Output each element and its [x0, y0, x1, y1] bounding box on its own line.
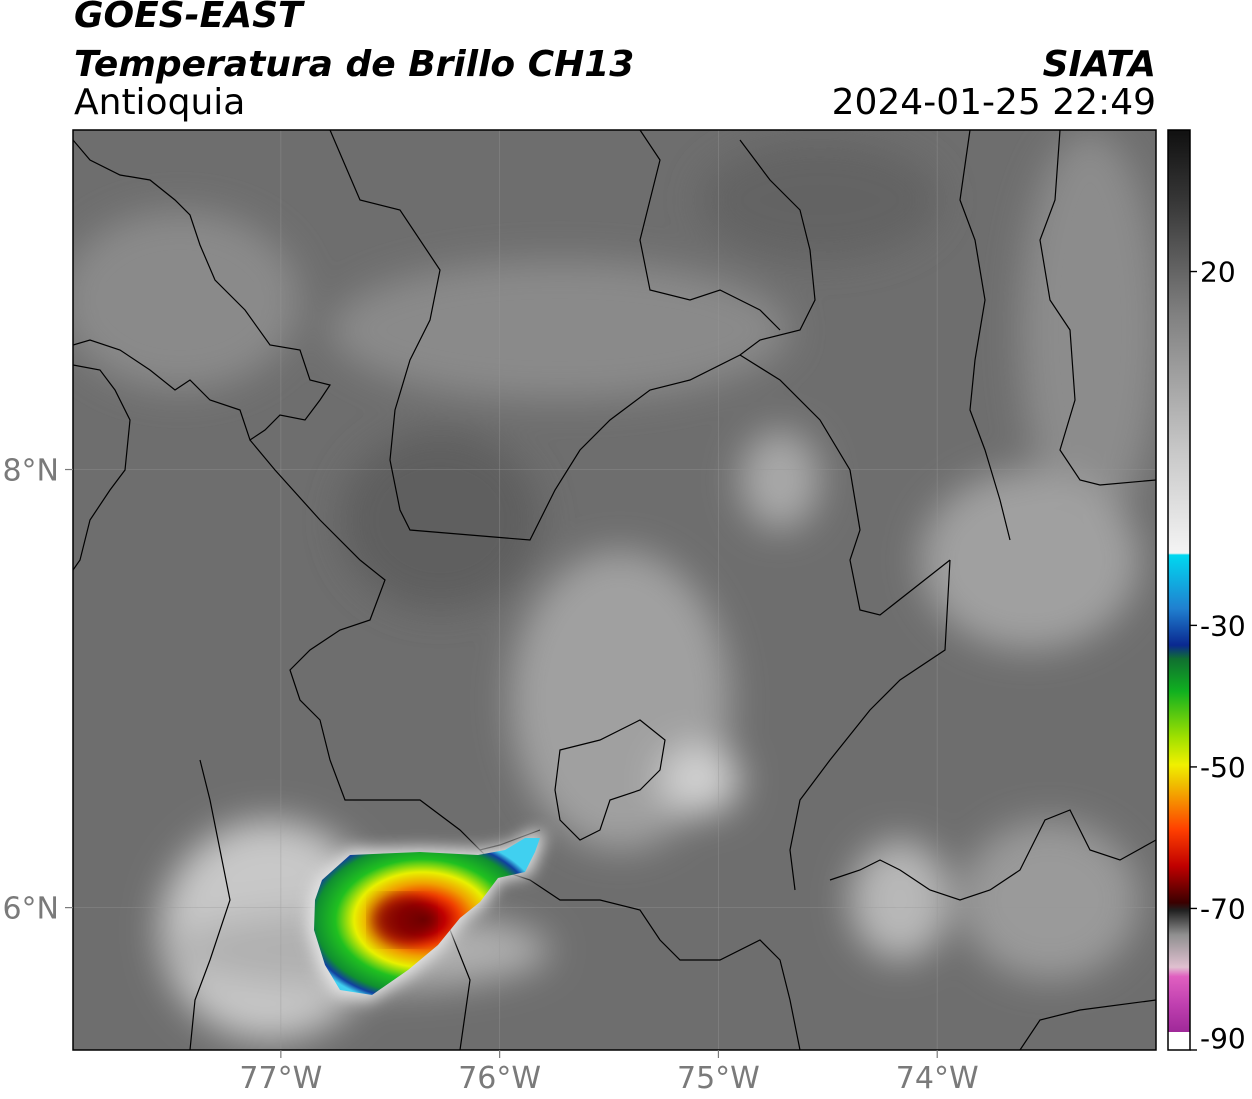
colorbar-tick-label: 20: [1200, 256, 1236, 289]
storm-cell: [308, 832, 545, 1000]
colorbar-tick-label: -90: [1200, 1022, 1246, 1055]
colorbar-gradient: [1168, 130, 1190, 1050]
colorbar-under-cap: [1168, 1032, 1190, 1050]
venezuela-border: [1039, 130, 1156, 486]
boundaries-coastline: [73, 130, 1156, 1050]
graticule: [73, 130, 1156, 1050]
lon-tick-label: 75°W: [677, 1061, 760, 1096]
santander-border: [1019, 999, 1156, 1050]
cordoba-border: [329, 130, 816, 541]
colorbar-tick-label: -30: [1200, 609, 1246, 642]
colorbar-tick-label: -50: [1200, 751, 1246, 784]
region-label: Antioquia: [74, 82, 246, 123]
antioquia-west-border: [249, 439, 541, 851]
product-channel-title: Temperatura de Brillo CH13: [74, 44, 635, 85]
bolivar-border: [739, 354, 951, 616]
lon-tick-label: 76°W: [458, 1061, 541, 1096]
cesar-border: [959, 130, 1011, 541]
map-frame: [72, 129, 1157, 1051]
longitude-axis: 77°W 76°W 75°W 74°W: [239, 1050, 979, 1096]
datetime-label: 2024-01-25 22:49: [831, 82, 1156, 123]
gulf-coastline: [73, 139, 331, 441]
storm-core: [372, 896, 432, 944]
product-satellite-title: GOES-EAST: [74, 0, 303, 36]
caldas-border: [479, 849, 801, 1050]
latitude-axis: 8°N 6°N: [2, 454, 73, 927]
colorbar: 20 -30 -50 -70 -90: [1167, 129, 1246, 1055]
choco-border: [189, 759, 231, 1050]
boyaca-border: [829, 809, 1156, 901]
magdalena-border: [789, 559, 951, 891]
colorbar-frame: [1167, 129, 1191, 1051]
pacific-coastline: [73, 364, 131, 571]
colorbar-ticks: [1190, 270, 1197, 1051]
cloud-texture: [73, 130, 1156, 1040]
lon-tick-label: 77°W: [239, 1061, 322, 1096]
sucre-border: [639, 130, 781, 331]
lon-tick-label: 74°W: [896, 1061, 979, 1096]
lat-tick-label: 8°N: [2, 454, 59, 489]
colorbar-tick-label: -70: [1200, 892, 1246, 925]
lat-tick-label: 6°N: [2, 892, 59, 927]
map-area: [73, 130, 1156, 1050]
organization-label: SIATA: [1042, 44, 1156, 85]
enclave-border: [554, 719, 666, 841]
